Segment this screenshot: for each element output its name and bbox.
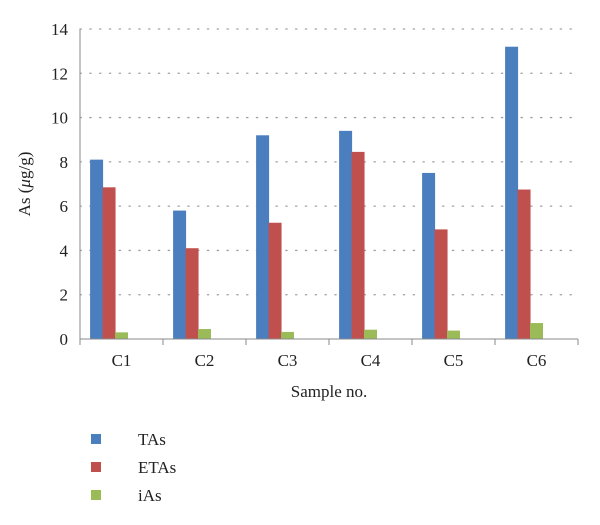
legend-item-etas: ETAs bbox=[91, 458, 176, 477]
bar-tas-c4 bbox=[339, 130, 353, 339]
bar-ias-c6 bbox=[530, 323, 543, 339]
y-tick-label: 2 bbox=[60, 286, 69, 305]
y-tick-label: 0 bbox=[60, 330, 69, 349]
bar-tas-c2 bbox=[173, 210, 187, 339]
y-tick-label: 10 bbox=[51, 109, 68, 128]
bar-ias-c5 bbox=[447, 330, 460, 339]
legend: TAs ETAs iAs bbox=[91, 430, 176, 505]
x-axis: C1 C2 C3 C4 C5 C6 bbox=[79, 338, 579, 370]
x-tick-label: C3 bbox=[278, 351, 298, 370]
bar-etas-c3 bbox=[268, 222, 282, 339]
legend-item-tas: TAs bbox=[91, 430, 166, 449]
x-tick-label: C4 bbox=[361, 351, 381, 370]
y-axis: 0 2 4 6 8 10 12 14 bbox=[51, 20, 81, 349]
bar-etas-c5 bbox=[434, 229, 448, 339]
bar-etas-c4 bbox=[351, 151, 365, 339]
y-axis-label: As (μg/g) bbox=[15, 152, 34, 217]
legend-swatch bbox=[91, 490, 101, 500]
y-tick-label: 14 bbox=[51, 20, 69, 39]
y-tick-label: 6 bbox=[60, 197, 69, 216]
bars bbox=[90, 46, 543, 339]
x-axis-label: Sample no. bbox=[291, 382, 368, 401]
x-tick-label: C2 bbox=[195, 351, 215, 370]
bar-ias-c3 bbox=[281, 331, 294, 339]
gridlines bbox=[79, 28, 579, 296]
bar-ias-c1 bbox=[115, 332, 128, 339]
bar-tas-c1 bbox=[90, 159, 104, 339]
x-tick-label: C6 bbox=[527, 351, 547, 370]
bar-ias-c2 bbox=[198, 329, 211, 339]
bar-tas-c5 bbox=[422, 172, 436, 339]
bar-tas-c6 bbox=[505, 46, 519, 339]
bar-tas-c3 bbox=[256, 135, 270, 339]
bar-etas-c6 bbox=[517, 189, 531, 339]
y-tick-label: 8 bbox=[60, 153, 69, 172]
y-tick-label: 12 bbox=[51, 64, 68, 83]
x-tick-label: C5 bbox=[444, 351, 464, 370]
x-tick-label: C1 bbox=[112, 351, 132, 370]
bar-etas-c2 bbox=[185, 248, 199, 339]
y-tick-label: 4 bbox=[60, 241, 69, 260]
legend-label: iAs bbox=[138, 486, 162, 505]
legend-swatch bbox=[91, 434, 101, 444]
legend-swatch bbox=[91, 462, 101, 472]
legend-label: ETAs bbox=[138, 458, 176, 477]
legend-label: TAs bbox=[138, 430, 166, 449]
bar-etas-c1 bbox=[102, 187, 116, 339]
legend-item-ias: iAs bbox=[91, 486, 162, 505]
bar-ias-c4 bbox=[364, 329, 377, 339]
